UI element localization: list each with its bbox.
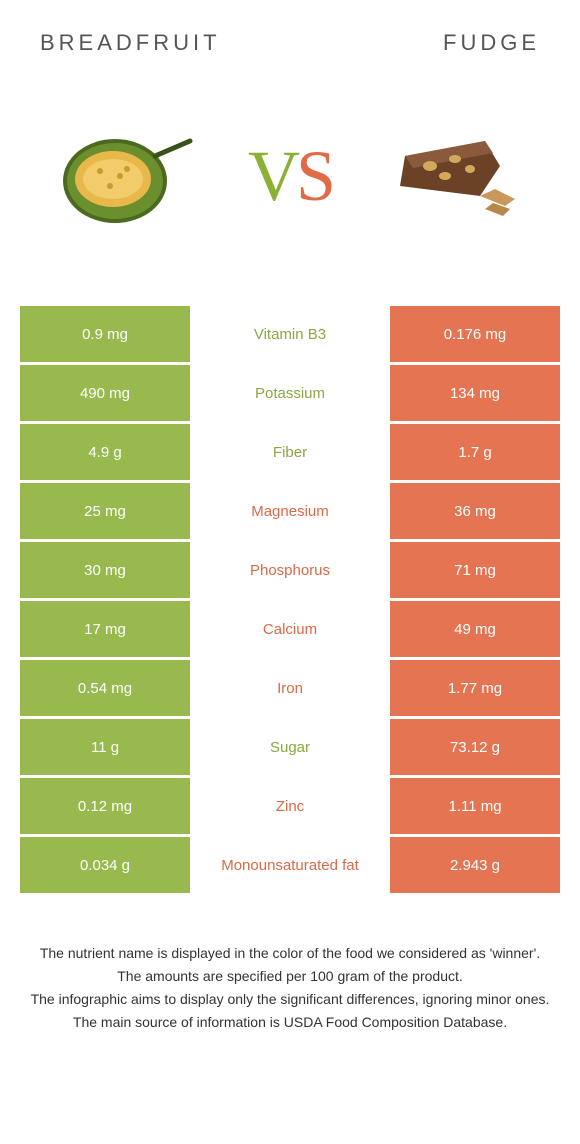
comparison-table: 0.9 mgVitamin B30.176 mg490 mgPotassium1…	[20, 306, 560, 893]
nutrient-label: Fiber	[193, 424, 387, 480]
vs-s: S	[296, 136, 332, 216]
left-value: 17 mg	[20, 601, 190, 657]
fudge-image	[380, 116, 530, 236]
right-value: 71 mg	[390, 542, 560, 598]
table-row: 30 mgPhosphorus71 mg	[20, 542, 560, 598]
left-value: 490 mg	[20, 365, 190, 421]
title-left: BREADFRUIT	[40, 30, 221, 56]
left-value: 0.54 mg	[20, 660, 190, 716]
nutrient-label: Iron	[193, 660, 387, 716]
breadfruit-image	[50, 116, 200, 236]
table-row: 4.9 gFiber1.7 g	[20, 424, 560, 480]
vs-v: V	[248, 136, 296, 216]
table-row: 25 mgMagnesium36 mg	[20, 483, 560, 539]
table-row: 11 gSugar73.12 g	[20, 719, 560, 775]
right-value: 1.7 g	[390, 424, 560, 480]
footnote-line: The amounts are specified per 100 gram o…	[30, 966, 550, 987]
nutrient-label: Phosphorus	[193, 542, 387, 598]
title-right: FUDGE	[443, 30, 540, 56]
left-value: 30 mg	[20, 542, 190, 598]
breadfruit-icon	[55, 121, 195, 231]
infographic-container: BREADFRUIT FUDGE VS	[0, 0, 580, 1055]
nutrient-label: Calcium	[193, 601, 387, 657]
footnote-line: The main source of information is USDA F…	[30, 1012, 550, 1033]
left-value: 4.9 g	[20, 424, 190, 480]
hero-row: VS	[20, 96, 560, 256]
right-value: 0.176 mg	[390, 306, 560, 362]
table-row: 0.9 mgVitamin B30.176 mg	[20, 306, 560, 362]
left-value: 0.9 mg	[20, 306, 190, 362]
nutrient-label: Sugar	[193, 719, 387, 775]
right-value: 134 mg	[390, 365, 560, 421]
left-value: 11 g	[20, 719, 190, 775]
right-value: 36 mg	[390, 483, 560, 539]
footnote-line: The nutrient name is displayed in the co…	[30, 943, 550, 964]
right-value: 49 mg	[390, 601, 560, 657]
table-row: 17 mgCalcium49 mg	[20, 601, 560, 657]
table-row: 0.54 mgIron1.77 mg	[20, 660, 560, 716]
nutrient-label: Vitamin B3	[193, 306, 387, 362]
table-row: 0.034 gMonounsaturated fat2.943 g	[20, 837, 560, 893]
right-value: 1.11 mg	[390, 778, 560, 834]
nutrient-label: Zinc	[193, 778, 387, 834]
nutrient-label: Magnesium	[193, 483, 387, 539]
footnote-line: The infographic aims to display only the…	[30, 989, 550, 1010]
left-value: 25 mg	[20, 483, 190, 539]
left-value: 0.12 mg	[20, 778, 190, 834]
nutrient-label: Monounsaturated fat	[193, 837, 387, 893]
right-value: 73.12 g	[390, 719, 560, 775]
right-value: 2.943 g	[390, 837, 560, 893]
table-row: 0.12 mgZinc1.11 mg	[20, 778, 560, 834]
footnotes: The nutrient name is displayed in the co…	[20, 943, 560, 1033]
left-value: 0.034 g	[20, 837, 190, 893]
table-row: 490 mgPotassium134 mg	[20, 365, 560, 421]
fudge-icon	[385, 121, 525, 231]
right-value: 1.77 mg	[390, 660, 560, 716]
titles-row: BREADFRUIT FUDGE	[20, 30, 560, 56]
vs-label: VS	[248, 135, 332, 218]
nutrient-label: Potassium	[193, 365, 387, 421]
